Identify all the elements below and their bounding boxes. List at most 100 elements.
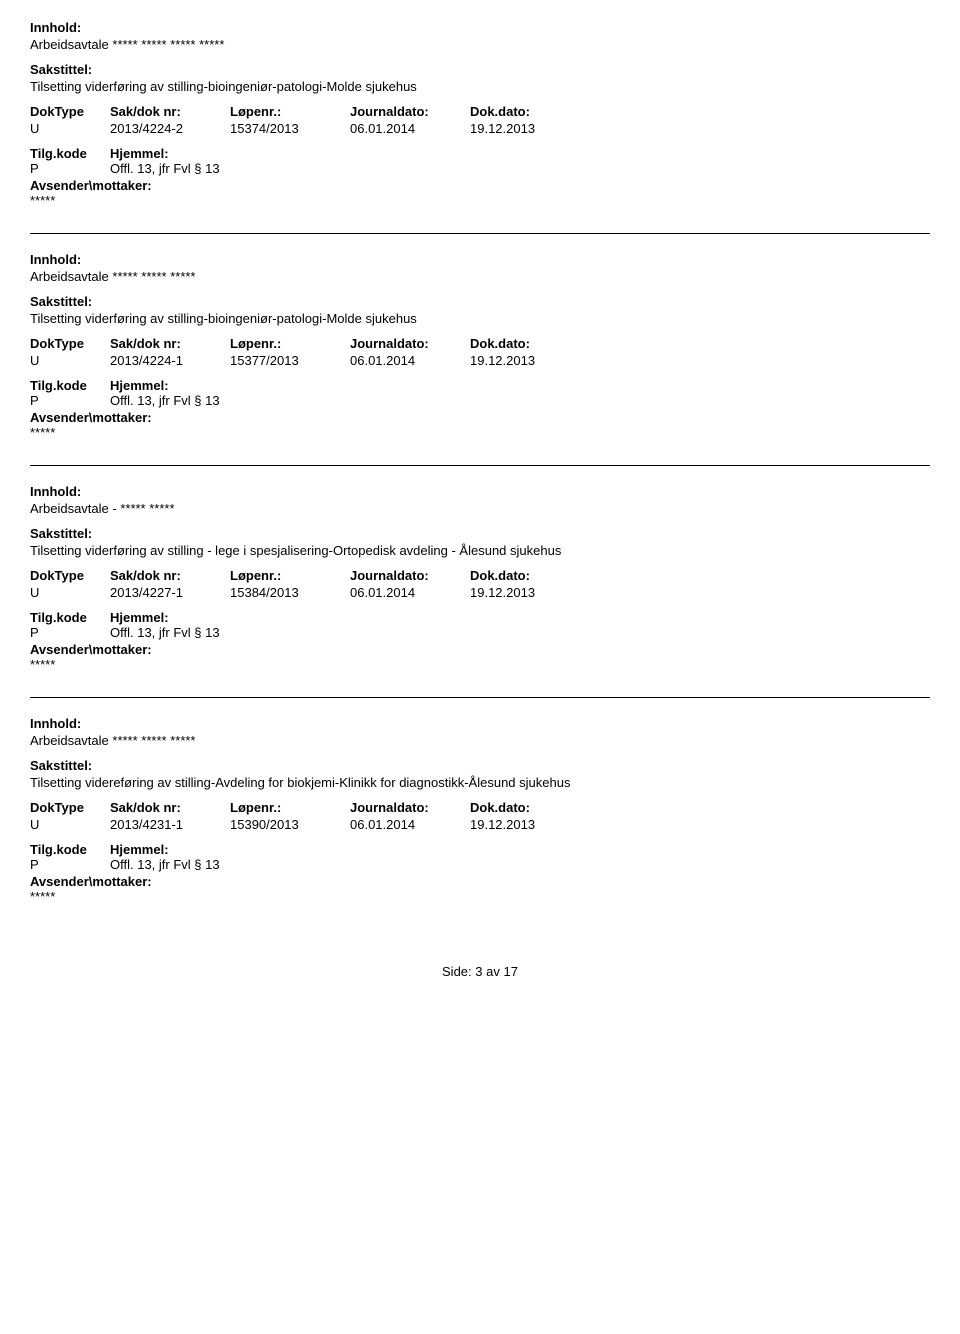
journaldato-value: 06.01.2014 <box>350 585 470 600</box>
dokdato-value: 19.12.2013 <box>470 817 590 832</box>
tilgkode-label: Tilg.kode <box>30 146 110 161</box>
hjemmel-value: Offl. 13, jfr Fvl § 13 <box>110 393 930 408</box>
hjemmel-label: Hjemmel: <box>110 378 930 393</box>
tilgkode-value: P <box>30 161 110 176</box>
col-dokdato-header: Dok.dato: <box>470 800 590 815</box>
dokdato-value: 19.12.2013 <box>470 121 590 136</box>
sakstittel-label: Sakstittel: <box>30 526 930 541</box>
dokdato-value: 19.12.2013 <box>470 585 590 600</box>
col-doktype-header: DokType <box>30 568 110 583</box>
table-data-row: U 2013/4224-1 15377/2013 06.01.2014 19.1… <box>30 353 930 368</box>
saknr-value: 2013/4224-2 <box>110 121 230 136</box>
col-saknr-header: Sak/dok nr: <box>110 104 230 119</box>
col-lopenr-header: Løpenr.: <box>230 104 350 119</box>
hjemmel-label: Hjemmel: <box>110 146 930 161</box>
avsender-label: Avsender\mottaker: <box>30 178 930 193</box>
hjemmel-label: Hjemmel: <box>110 842 930 857</box>
journaldato-value: 06.01.2014 <box>350 353 470 368</box>
col-saknr-header: Sak/dok nr: <box>110 336 230 351</box>
col-journal-header: Journaldato: <box>350 104 470 119</box>
records-container: Innhold: Arbeidsavtale ***** ***** *****… <box>30 20 930 904</box>
col-saknr-header: Sak/dok nr: <box>110 800 230 815</box>
avsender-label: Avsender\mottaker: <box>30 874 930 889</box>
record: Innhold: Arbeidsavtale ***** ***** *****… <box>30 20 930 208</box>
lopenr-value: 15384/2013 <box>230 585 350 600</box>
col-doktype-header: DokType <box>30 104 110 119</box>
col-lopenr-header: Løpenr.: <box>230 336 350 351</box>
hjemmel-value: Offl. 13, jfr Fvl § 13 <box>110 161 930 176</box>
record-divider <box>30 233 930 234</box>
innhold-value: Arbeidsavtale ***** ***** ***** <box>30 269 930 284</box>
saknr-value: 2013/4224-1 <box>110 353 230 368</box>
avsender-label: Avsender\mottaker: <box>30 642 930 657</box>
innhold-value: Arbeidsavtale ***** ***** ***** ***** <box>30 37 930 52</box>
tilg-header-row: Tilg.kode Hjemmel: <box>30 378 930 393</box>
innhold-value: Arbeidsavtale ***** ***** ***** <box>30 733 930 748</box>
hjemmel-value: Offl. 13, jfr Fvl § 13 <box>110 625 930 640</box>
footer-current: 3 <box>475 964 482 979</box>
doktype-value: U <box>30 353 110 368</box>
saknr-value: 2013/4231-1 <box>110 817 230 832</box>
tilg-header-row: Tilg.kode Hjemmel: <box>30 610 930 625</box>
footer-total: 17 <box>504 964 518 979</box>
doktype-value: U <box>30 585 110 600</box>
col-journal-header: Journaldato: <box>350 800 470 815</box>
tilg-data-row: P Offl. 13, jfr Fvl § 13 <box>30 393 930 408</box>
table-header-row: DokType Sak/dok nr: Løpenr.: Journaldato… <box>30 336 930 351</box>
tilgkode-value: P <box>30 393 110 408</box>
innhold-label: Innhold: <box>30 252 930 267</box>
avsender-value: ***** <box>30 425 930 440</box>
innhold-label: Innhold: <box>30 20 930 35</box>
col-doktype-header: DokType <box>30 800 110 815</box>
col-doktype-header: DokType <box>30 336 110 351</box>
table-data-row: U 2013/4231-1 15390/2013 06.01.2014 19.1… <box>30 817 930 832</box>
sakstittel-value: Tilsetting viderføring av stilling-bioin… <box>30 79 930 94</box>
innhold-label: Innhold: <box>30 716 930 731</box>
col-dokdato-header: Dok.dato: <box>470 336 590 351</box>
record: Innhold: Arbeidsavtale - ***** ***** Sak… <box>30 484 930 672</box>
col-journal-header: Journaldato: <box>350 568 470 583</box>
journaldato-value: 06.01.2014 <box>350 121 470 136</box>
table-header-row: DokType Sak/dok nr: Løpenr.: Journaldato… <box>30 800 930 815</box>
innhold-label: Innhold: <box>30 484 930 499</box>
tilg-data-row: P Offl. 13, jfr Fvl § 13 <box>30 857 930 872</box>
sakstittel-value: Tilsetting viderføring av stilling - leg… <box>30 543 930 558</box>
doktype-value: U <box>30 121 110 136</box>
table-header-row: DokType Sak/dok nr: Løpenr.: Journaldato… <box>30 104 930 119</box>
tilgkode-value: P <box>30 857 110 872</box>
lopenr-value: 15390/2013 <box>230 817 350 832</box>
tilgkode-label: Tilg.kode <box>30 610 110 625</box>
record-divider <box>30 697 930 698</box>
saknr-value: 2013/4227-1 <box>110 585 230 600</box>
sakstittel-label: Sakstittel: <box>30 62 930 77</box>
page-footer: Side: 3 av 17 <box>30 964 930 979</box>
col-saknr-header: Sak/dok nr: <box>110 568 230 583</box>
tilg-data-row: P Offl. 13, jfr Fvl § 13 <box>30 161 930 176</box>
tilg-header-row: Tilg.kode Hjemmel: <box>30 146 930 161</box>
hjemmel-value: Offl. 13, jfr Fvl § 13 <box>110 857 930 872</box>
sakstittel-value: Tilsetting viderføring av stilling-bioin… <box>30 311 930 326</box>
tilg-data-row: P Offl. 13, jfr Fvl § 13 <box>30 625 930 640</box>
table-header-row: DokType Sak/dok nr: Løpenr.: Journaldato… <box>30 568 930 583</box>
col-journal-header: Journaldato: <box>350 336 470 351</box>
avsender-value: ***** <box>30 657 930 672</box>
avsender-value: ***** <box>30 889 930 904</box>
tilgkode-label: Tilg.kode <box>30 378 110 393</box>
sakstittel-value: Tilsetting videreføring av stilling-Avde… <box>30 775 930 790</box>
avsender-label: Avsender\mottaker: <box>30 410 930 425</box>
hjemmel-label: Hjemmel: <box>110 610 930 625</box>
record-divider <box>30 465 930 466</box>
tilgkode-value: P <box>30 625 110 640</box>
col-dokdato-header: Dok.dato: <box>470 104 590 119</box>
table-data-row: U 2013/4227-1 15384/2013 06.01.2014 19.1… <box>30 585 930 600</box>
journaldato-value: 06.01.2014 <box>350 817 470 832</box>
col-lopenr-header: Løpenr.: <box>230 800 350 815</box>
dokdato-value: 19.12.2013 <box>470 353 590 368</box>
record: Innhold: Arbeidsavtale ***** ***** *****… <box>30 252 930 440</box>
innhold-value: Arbeidsavtale - ***** ***** <box>30 501 930 516</box>
col-dokdato-header: Dok.dato: <box>470 568 590 583</box>
footer-prefix: Side: <box>442 964 472 979</box>
tilgkode-label: Tilg.kode <box>30 842 110 857</box>
tilg-header-row: Tilg.kode Hjemmel: <box>30 842 930 857</box>
lopenr-value: 15377/2013 <box>230 353 350 368</box>
